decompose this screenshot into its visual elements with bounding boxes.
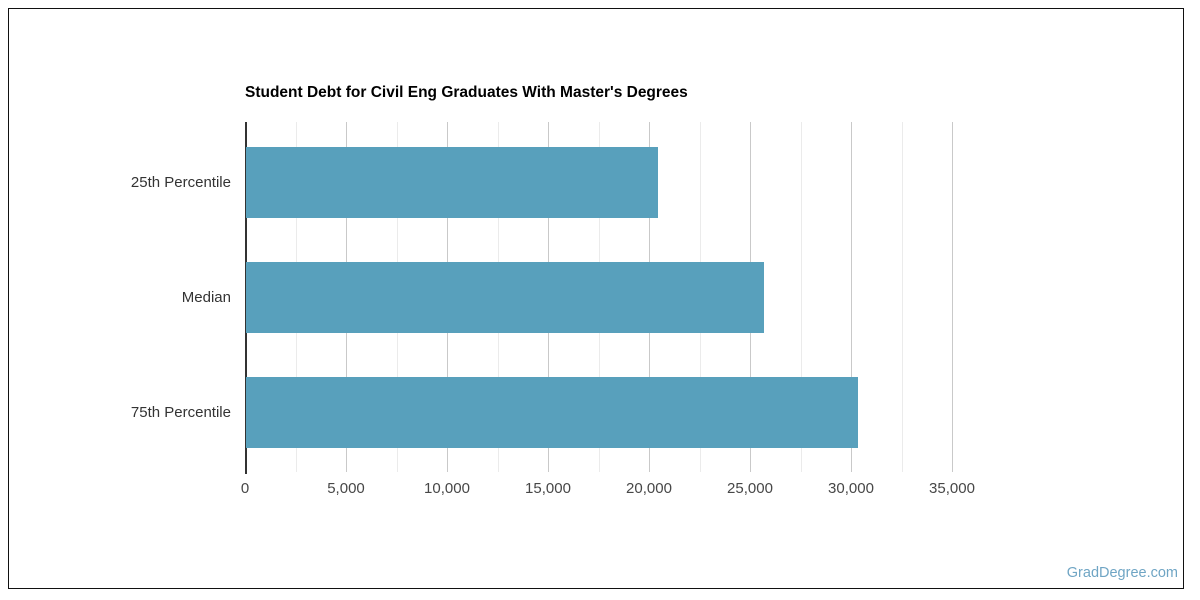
major-gridline <box>952 122 953 472</box>
x-tick-label: 0 <box>240 480 250 497</box>
x-tick-label: 35,000 <box>929 480 975 497</box>
chart-title: Student Debt for Civil Eng Graduates Wit… <box>245 84 688 101</box>
watermark-link[interactable]: GradDegree.com <box>1066 565 1178 581</box>
x-tick-label: 5,000 <box>327 480 365 497</box>
y-category-label: 25th Percentile <box>130 173 231 191</box>
bar-25th-percentile <box>246 147 659 218</box>
minor-gridline <box>901 122 903 472</box>
x-tick-label: 20,000 <box>626 480 672 497</box>
minor-gridline <box>800 122 802 472</box>
y-category-label: Median <box>181 288 231 306</box>
plot-area: 0 5,000 10,000 15,000 20,000 25,000 30,000 35,0… <box>241 122 975 497</box>
chart-card: Student Debt for Civil Eng Graduates Wit… <box>8 8 1184 589</box>
x-tick-label: 15,000 <box>525 480 571 497</box>
bar-median <box>246 262 765 333</box>
major-gridline <box>851 122 852 472</box>
x-tick-label: 30,000 <box>828 480 874 497</box>
bar-75th-percentile <box>246 377 859 448</box>
y-category-label: 75th Percentile <box>130 403 231 421</box>
x-tick-label: 25,000 <box>727 480 773 497</box>
x-tick-label: 10,000 <box>424 480 470 497</box>
